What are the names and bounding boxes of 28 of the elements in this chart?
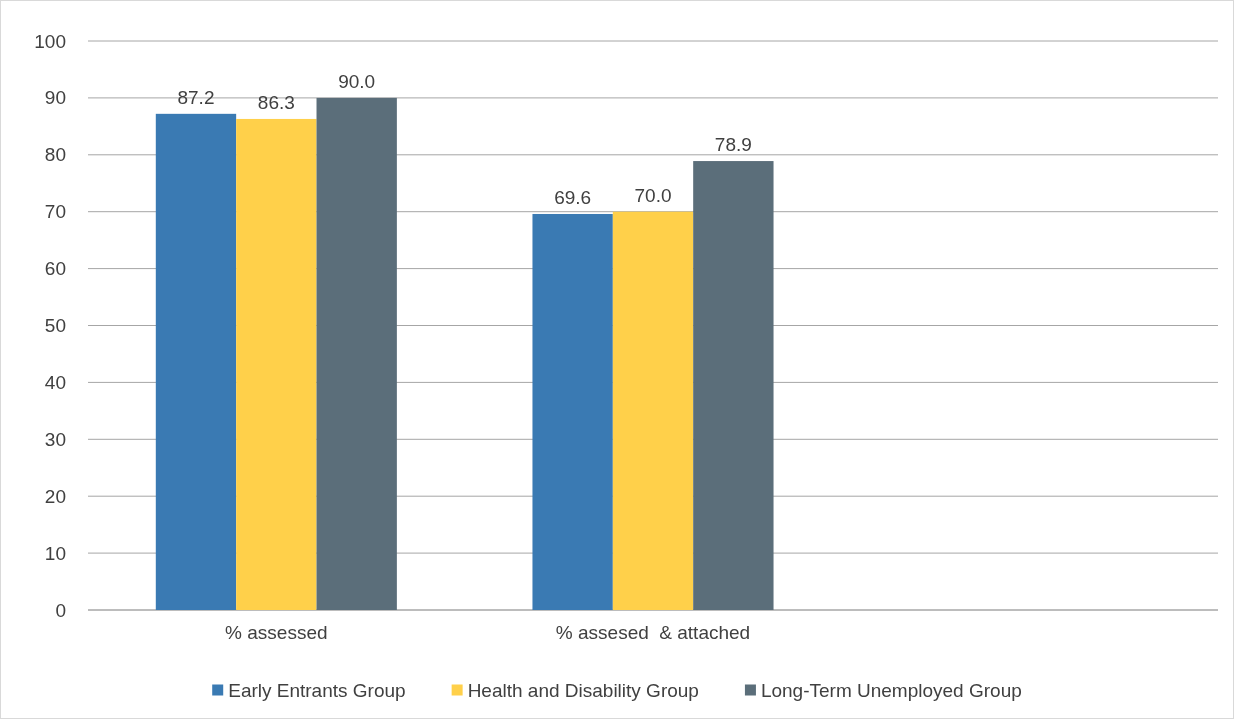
legend-label: Long-Term Unemployed Group: [760, 679, 1022, 701]
legend-label: Health and Disability Group: [467, 679, 699, 701]
bar: [532, 213, 613, 610]
y-tick-label: 100: [34, 30, 66, 52]
x-tick-label: % assessed: [225, 622, 328, 644]
y-tick-label: 10: [44, 542, 66, 564]
y-tick-label: 70: [44, 201, 66, 223]
y-tick-label: 20: [44, 485, 66, 507]
bar: [612, 211, 694, 610]
y-tick-label: 60: [44, 258, 66, 280]
y-tick-label: 80: [44, 144, 66, 166]
text: 90.0: [338, 70, 376, 92]
text: 86.3: [257, 91, 295, 113]
legend-label: Early Entrants Group: [228, 679, 406, 701]
text: 69.6: [554, 186, 592, 208]
y-tick-label: 50: [44, 315, 66, 337]
text: 70.0: [634, 184, 672, 206]
bar: [316, 97, 397, 610]
text: 87.2: [177, 86, 215, 108]
bar: [693, 161, 774, 610]
text: 78.9: [714, 134, 752, 156]
bar: [155, 113, 237, 610]
y-tick-label: 40: [44, 371, 66, 393]
x-tick-label: % assesed & attached: [555, 622, 751, 644]
y-tick-label: 90: [44, 87, 66, 109]
y-tick-label: 30: [44, 428, 66, 450]
bar: [236, 118, 317, 610]
y-tick-label: 0: [55, 599, 66, 621]
